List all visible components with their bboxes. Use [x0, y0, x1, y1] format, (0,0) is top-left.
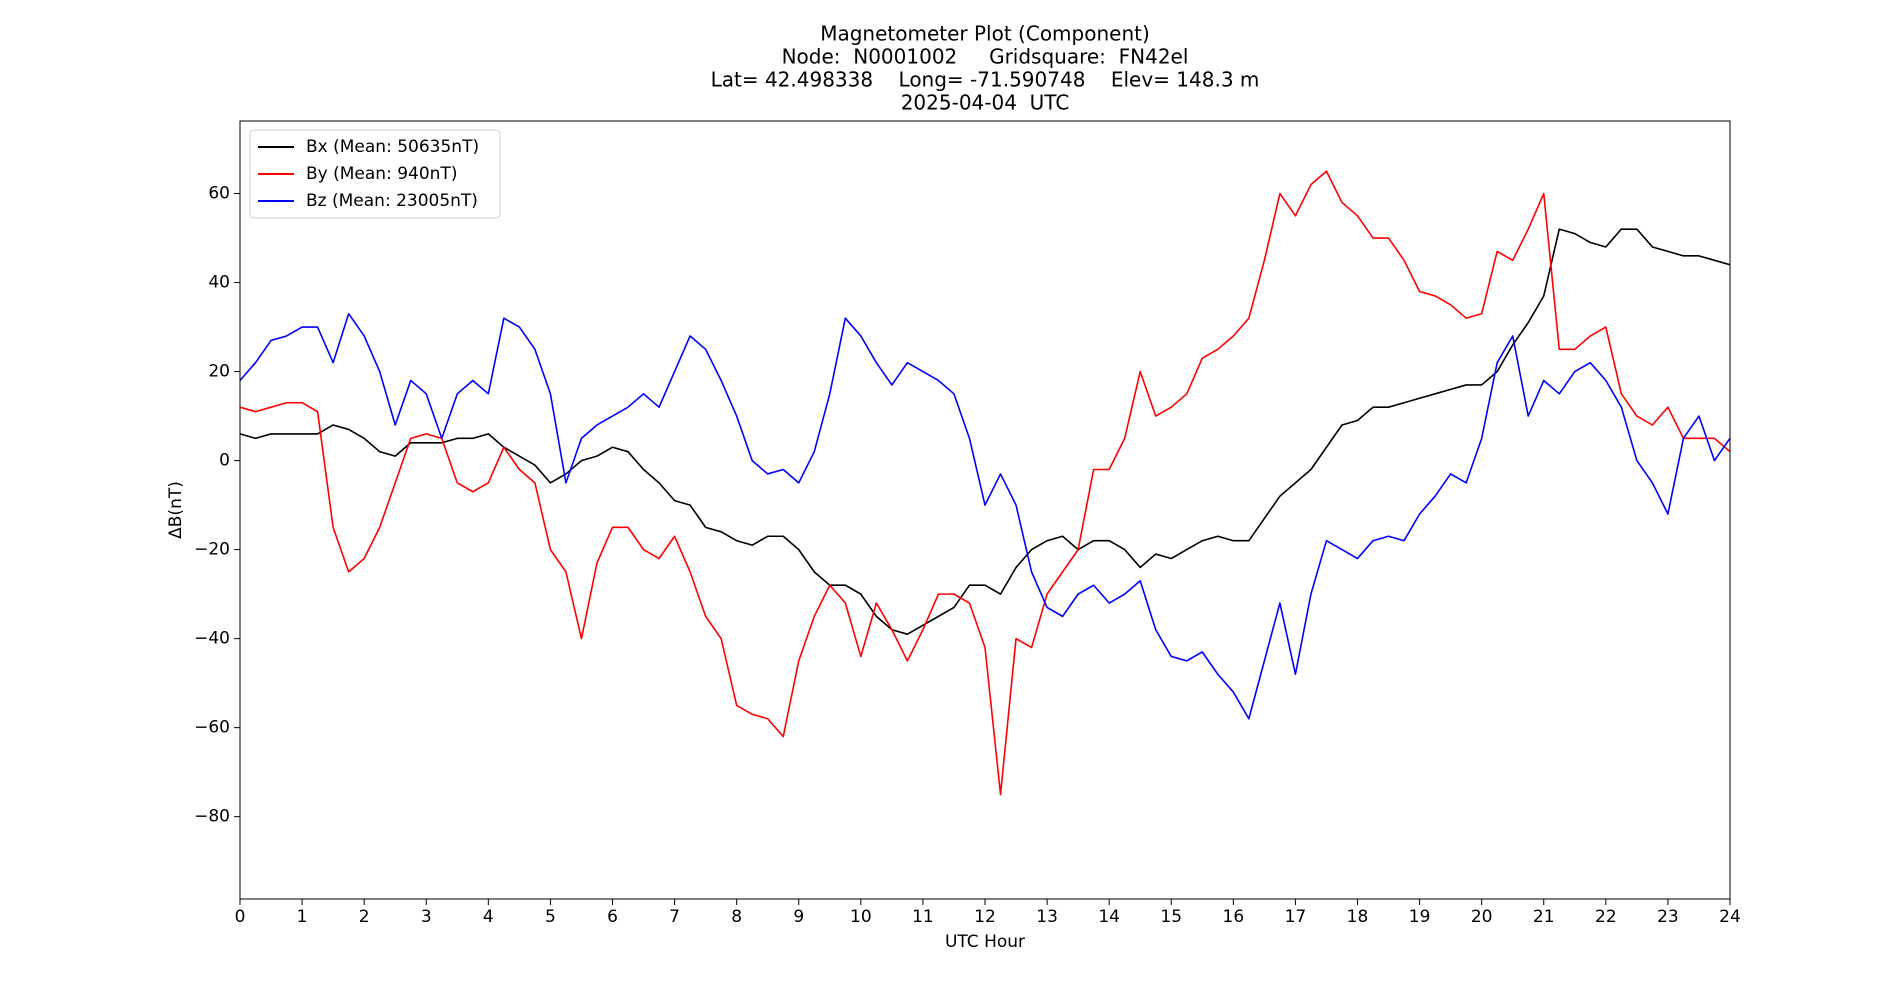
title-line: 2025-04-04 UTC [901, 91, 1070, 115]
data-line [239, 228, 1731, 635]
x-tick-label: 5 [545, 907, 556, 927]
title-line: Lat= 42.498338 Long= -71.590748 Elev= 14… [711, 68, 1260, 92]
y-tick-label: 60 [208, 184, 230, 204]
x-tick-label: 15 [1160, 907, 1182, 927]
x-tick-label: 14 [1098, 907, 1120, 927]
x-tick-label: 18 [1347, 907, 1369, 927]
title-line: Magnetometer Plot (Component) [820, 22, 1150, 46]
plot-frame [239, 120, 1731, 900]
y-tick-label: −20 [194, 540, 230, 560]
chart-title: Magnetometer Plot (Component) Node: N000… [711, 22, 1260, 115]
legend-label: By (Mean: 940nT) [306, 164, 457, 184]
x-tick-label: 0 [235, 907, 246, 927]
x-axis-label: UTC Hour [945, 932, 1025, 952]
x-tick-label: 10 [850, 907, 872, 927]
x-tick-label: 6 [607, 907, 618, 927]
y-tick-label: 20 [208, 362, 230, 382]
y-axis-label: ΔB(nT) [166, 481, 186, 539]
legend-label: Bx (Mean: 50635nT) [306, 137, 479, 157]
y-tick-label: −40 [194, 629, 230, 649]
y-tick-label: −80 [194, 807, 230, 827]
x-tick-label: 7 [669, 907, 680, 927]
x-tick-label: 1 [297, 907, 308, 927]
x-tick-label: 9 [793, 907, 804, 927]
y-tick-label: 40 [208, 273, 230, 293]
legend: Bx (Mean: 50635nT) By (Mean: 940nT) Bz (Me… [249, 129, 501, 219]
y-tick-label: 0 [219, 451, 230, 471]
legend-label: Bz (Mean: 23005nT) [306, 191, 478, 211]
x-tick-label: 23 [1657, 907, 1679, 927]
x-tick-label: 8 [731, 907, 742, 927]
x-tick-label: 3 [421, 907, 432, 927]
x-tick-label: 20 [1471, 907, 1493, 927]
x-tick-label: 12 [974, 907, 996, 927]
x-tick-label: 21 [1533, 907, 1555, 927]
data-line [239, 170, 1731, 796]
x-tick-label: 11 [912, 907, 934, 927]
x-tick-label: 16 [1223, 907, 1245, 927]
x-tick-label: 4 [483, 907, 494, 927]
x-tick-label: 17 [1285, 907, 1307, 927]
x-tick-label: 13 [1036, 907, 1058, 927]
x-tick-label: 2 [359, 907, 370, 927]
legend-box [249, 129, 501, 219]
title-line: Node: N0001002 Gridsquare: FN42el [782, 45, 1189, 69]
x-tick-label: 19 [1409, 907, 1431, 927]
y-tick-label: −60 [194, 718, 230, 738]
x-tick-label: 22 [1595, 907, 1617, 927]
x-tick-label: 24 [1719, 907, 1741, 927]
data-line [239, 312, 1731, 720]
